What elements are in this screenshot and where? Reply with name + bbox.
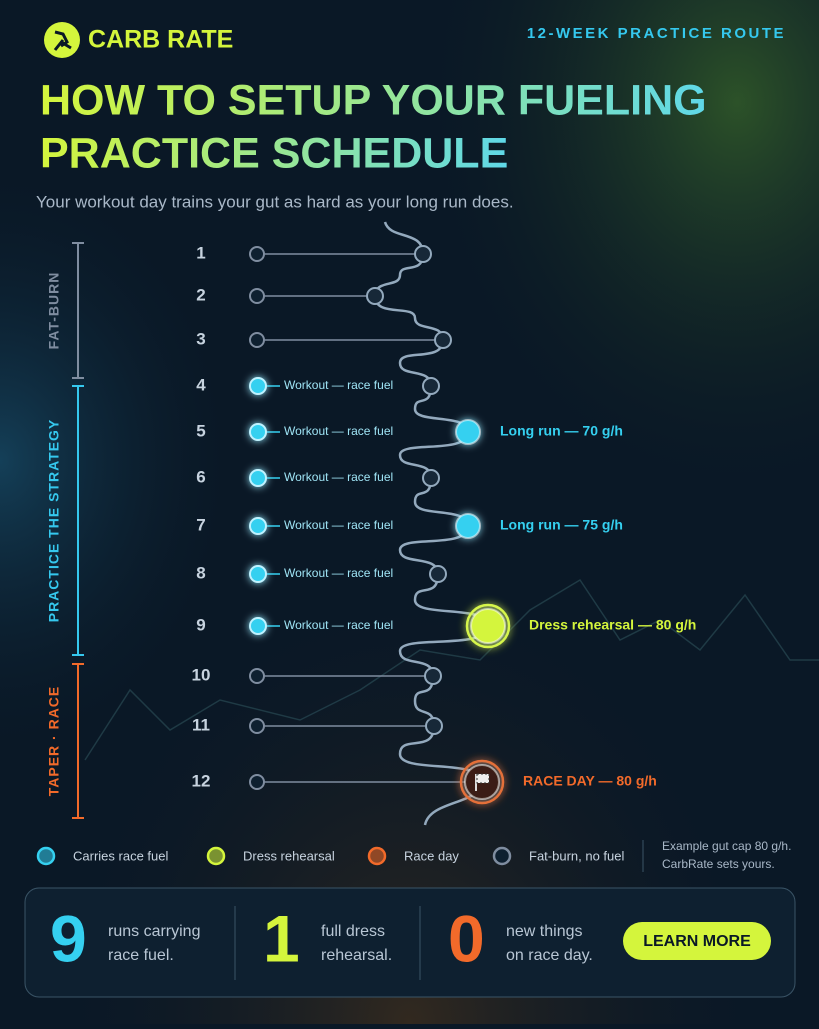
week-number: 4	[196, 375, 206, 394]
stop-marker	[470, 608, 506, 644]
stop-label: Long run — 75 g/h	[500, 517, 623, 533]
route-node	[429, 565, 447, 583]
title: HOW TO SETUP YOUR FUELING	[40, 76, 707, 124]
stat-text: rehearsal.	[321, 947, 392, 964]
route-node	[422, 377, 440, 395]
week-number: 7	[196, 515, 205, 534]
week-number: 2	[196, 285, 205, 304]
stop-marker	[455, 419, 481, 445]
week-number: 10	[192, 665, 211, 684]
route-node	[434, 331, 452, 349]
stat-value: 9	[50, 901, 87, 975]
route-node	[422, 469, 440, 487]
legend-marker	[36, 846, 56, 866]
fuel-marker	[249, 617, 267, 635]
stat-text: on race day.	[506, 947, 593, 964]
week-number: 1	[196, 243, 205, 262]
stat-text: runs carrying	[108, 923, 200, 940]
title: PRACTICE SCHEDULE	[40, 129, 508, 177]
route	[373, 221, 490, 826]
stop-ring	[459, 759, 505, 805]
subtitle: Your workout day trains your gut as hard…	[36, 192, 514, 211]
legend-label: Carries race fuel	[73, 848, 168, 863]
cta-button[interactable]: LEARN MORE	[623, 922, 771, 960]
week-number: 8	[196, 563, 205, 582]
legend-marker	[492, 846, 512, 866]
legend-label: Race day	[404, 848, 459, 863]
route-node	[424, 667, 442, 685]
workout-label: Workout — race fuel	[284, 566, 393, 580]
stat-text: full dress	[321, 923, 385, 940]
workout-label: Workout — race fuel	[284, 424, 393, 438]
route-node	[414, 245, 432, 263]
fatburn-marker	[249, 718, 265, 734]
fatburn-marker	[249, 332, 265, 348]
week-number: 11	[192, 715, 210, 734]
route-node	[425, 717, 443, 735]
flag	[476, 773, 490, 784]
fatburn-marker	[249, 774, 265, 790]
legend-label: Dress rehearsal	[243, 848, 335, 863]
legend-marker	[367, 846, 387, 866]
stop-label: RACE DAY — 80 g/h	[523, 773, 657, 789]
phase-label: TAPER · RACE	[46, 686, 62, 797]
legend-marker	[206, 846, 226, 866]
fuel-marker	[249, 517, 267, 535]
phase-label: PRACTICE THE STRATEGY	[46, 419, 62, 623]
cta-label[interactable]: LEARN MORE	[643, 933, 751, 950]
tagline: 12-WEEK PRACTICE ROUTE	[527, 25, 786, 42]
cta-bg[interactable]	[623, 922, 771, 960]
fatburn-marker	[249, 668, 265, 684]
fuel-marker	[249, 377, 267, 395]
workout-label: Workout — race fuel	[284, 378, 393, 392]
week-number: 9	[196, 615, 205, 634]
logo-runner	[53, 30, 72, 51]
week-number: 3	[196, 329, 205, 348]
brand: CARB RATE	[88, 26, 233, 54]
fuel-marker	[249, 565, 267, 583]
note: Example gut cap 80 g/h.	[662, 839, 791, 853]
workout-label: Workout — race fuel	[284, 618, 393, 632]
legend-label: Fat-burn, no fuel	[529, 848, 624, 863]
note: CarbRate sets yours.	[662, 857, 775, 871]
stat-value: 1	[263, 901, 300, 975]
week-number: 6	[196, 467, 205, 486]
stat-value: 0	[448, 901, 485, 975]
stop-marker	[455, 513, 481, 539]
stat-text: new things	[506, 923, 583, 940]
fatburn-marker	[249, 288, 265, 304]
terrain	[84, 578, 819, 761]
workout-label: Workout — race fuel	[284, 518, 393, 532]
fuel-marker	[249, 469, 267, 487]
stop-label: Dress rehearsal — 80 g/h	[529, 617, 696, 633]
workout-label: Workout — race fuel	[284, 470, 393, 484]
week-number: 12	[192, 771, 211, 790]
route-node	[366, 287, 384, 305]
stats-panel	[24, 887, 796, 998]
fuel-marker	[249, 423, 267, 441]
stop-label: Long run — 70 g/h	[500, 423, 623, 439]
stat-text: race fuel.	[108, 947, 174, 964]
phase-label: FAT-BURN	[46, 272, 62, 350]
fatburn-marker	[249, 246, 265, 262]
week-number: 5	[196, 421, 205, 440]
stop-ring	[465, 603, 511, 649]
